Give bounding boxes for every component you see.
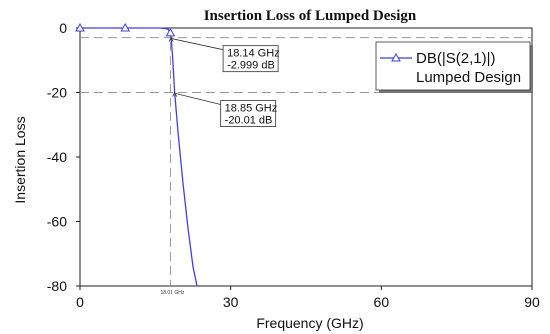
y-tick-label-4: -80 (47, 278, 67, 294)
marker-freq-1: 18.85 GHz (225, 103, 278, 115)
y-tick-label-0: 0 (59, 20, 67, 36)
series-marker-2 (165, 27, 176, 37)
marker-layer: 18.14 GHz-2.999 dB 18.85 GHz-20.01 dB (168, 36, 280, 127)
y-tick-label-3: -60 (47, 214, 67, 230)
legend-box (375, 41, 531, 91)
y-tick-label-2: -40 (47, 149, 67, 165)
y-tick-label-1: -20 (47, 85, 67, 101)
legend-series-subtitle: Lumped Design (416, 69, 521, 86)
marker-value-0: -2.999 dB (227, 60, 275, 72)
series-line-0 (80, 27, 198, 287)
x-tick-label-1: 30 (223, 294, 239, 310)
x-tick-label-0: 0 (76, 294, 84, 310)
x-axis-label: Frequency (GHz) (256, 315, 363, 331)
guide-lines: 18.01 GHz (80, 28, 532, 296)
y-axis-label: Insertion Loss (12, 116, 28, 203)
marker-leader-1 (175, 93, 221, 105)
legend-series-name: DB(|S(2,1)|) (416, 50, 495, 67)
marker-box-1 (220, 100, 277, 127)
marker-box-0 (222, 45, 279, 73)
axes: 0 30 60 90 0 -20 -40 -60 -80 (47, 20, 540, 310)
marker-tick-1 (172, 91, 178, 97)
chart-title: Insertion Loss of Lumped Design (204, 8, 417, 24)
marker-tick-0 (168, 36, 174, 42)
legend: DB(|S(2,1)|) Lumped Design (375, 41, 533, 93)
marker-freq-0: 18.14 GHz (227, 48, 280, 60)
marker-leader-0 (172, 38, 224, 51)
x-tick-label-3: 90 (524, 294, 540, 310)
series-layer (75, 22, 198, 287)
series-marker-1 (120, 22, 131, 32)
series-marker-0 (75, 22, 85, 32)
legend-marker (391, 52, 401, 62)
vline-label: 18.01 GHz (160, 290, 184, 296)
x-tick-label-2: 60 (374, 294, 390, 310)
marker-value-1: -20.01 dB (225, 115, 273, 127)
